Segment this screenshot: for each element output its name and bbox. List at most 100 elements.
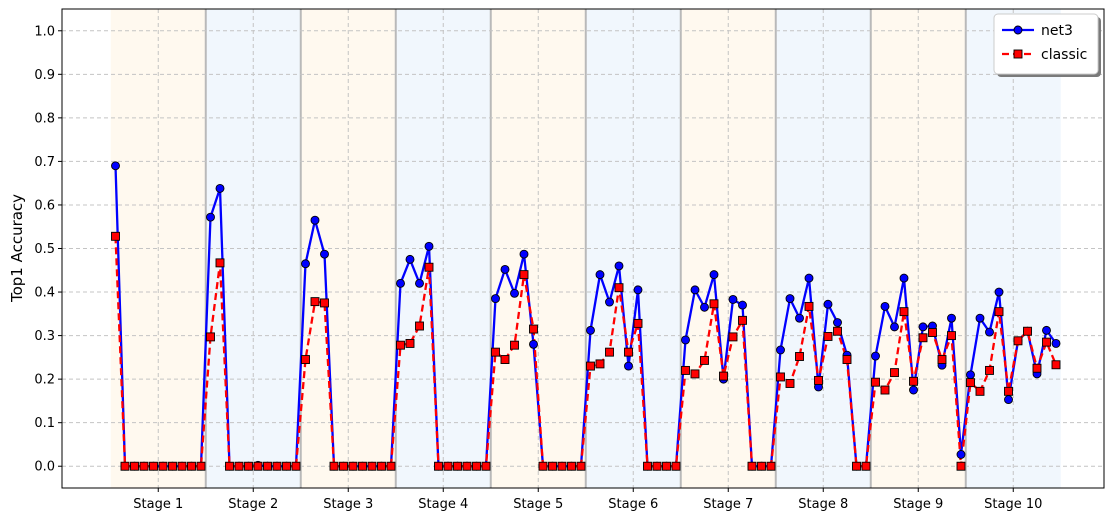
series-line-net3 bbox=[114, 165, 1057, 468]
point-net3 bbox=[1051, 338, 1061, 348]
x-tick-label: Stage 5 bbox=[513, 497, 563, 512]
point-net3 bbox=[833, 318, 842, 327]
y-tick-label: 0.6 bbox=[34, 198, 55, 213]
point-classic bbox=[1013, 336, 1023, 346]
point-net3 bbox=[624, 361, 633, 371]
point-classic bbox=[928, 328, 937, 337]
point-classic bbox=[975, 386, 985, 396]
point-net3 bbox=[776, 345, 785, 355]
y-axis-label: Top1 Accuracy bbox=[8, 194, 26, 303]
point-net3 bbox=[918, 322, 928, 332]
x-tick-label: Stage 10 bbox=[984, 497, 1042, 512]
point-classic bbox=[386, 461, 396, 471]
point-classic bbox=[852, 461, 861, 471]
point-classic bbox=[244, 461, 253, 471]
point-net3 bbox=[975, 313, 985, 323]
point-net3 bbox=[785, 294, 795, 304]
point-net3 bbox=[320, 249, 329, 259]
point-net3 bbox=[804, 273, 814, 283]
point-net3 bbox=[690, 285, 700, 295]
point-classic bbox=[215, 258, 225, 268]
y-tick-label: 0.3 bbox=[34, 329, 55, 344]
point-classic bbox=[785, 379, 795, 388]
point-net3 bbox=[728, 294, 738, 304]
point-classic bbox=[548, 461, 557, 471]
point-net3 bbox=[795, 313, 804, 323]
y-tick-label: 0.7 bbox=[34, 155, 55, 170]
y-tick-label: 1.0 bbox=[34, 24, 55, 39]
point-classic bbox=[443, 461, 453, 471]
point-classic bbox=[415, 321, 424, 331]
point-classic bbox=[196, 461, 206, 471]
point-classic bbox=[890, 368, 899, 378]
x-tick-label: Stage 9 bbox=[893, 497, 943, 512]
point-classic bbox=[681, 365, 690, 375]
point-net3 bbox=[595, 270, 605, 280]
point-classic bbox=[405, 338, 415, 348]
point-classic bbox=[462, 461, 472, 471]
y-tick-label: 0.0 bbox=[34, 460, 55, 475]
point-net3 bbox=[301, 259, 310, 269]
point-classic bbox=[310, 297, 320, 307]
x-tick-label: Stage 7 bbox=[703, 497, 753, 512]
point-classic bbox=[130, 461, 139, 471]
point-classic bbox=[804, 301, 814, 311]
point-classic bbox=[120, 461, 130, 471]
legend: net3 classic bbox=[993, 13, 1101, 77]
point-net3 bbox=[947, 313, 956, 323]
point-classic bbox=[472, 461, 481, 471]
point-classic bbox=[111, 231, 120, 241]
point-classic bbox=[301, 355, 310, 364]
point-classic bbox=[671, 461, 681, 471]
series-layer bbox=[111, 161, 1061, 471]
x-tick-label: Stage 3 bbox=[323, 497, 373, 512]
point-classic bbox=[909, 376, 918, 386]
point-classic bbox=[947, 331, 956, 341]
point-net3 bbox=[880, 301, 890, 311]
point-classic bbox=[966, 378, 975, 388]
point-net3 bbox=[500, 264, 510, 274]
x-tick-label: Stage 2 bbox=[228, 497, 278, 512]
point-net3 bbox=[605, 297, 614, 307]
point-classic bbox=[956, 461, 966, 471]
point-net3 bbox=[909, 385, 918, 395]
point-classic bbox=[595, 359, 605, 369]
point-classic bbox=[291, 461, 301, 471]
point-classic bbox=[1023, 326, 1032, 336]
point-classic bbox=[700, 355, 709, 365]
point-classic bbox=[861, 461, 871, 471]
point-classic bbox=[320, 298, 329, 308]
point-net3 bbox=[491, 294, 500, 304]
point-classic bbox=[624, 347, 633, 357]
point-classic bbox=[1004, 386, 1013, 396]
point-net3 bbox=[1004, 395, 1013, 405]
point-classic bbox=[833, 326, 842, 336]
legend-label: net3 bbox=[1041, 23, 1073, 39]
point-net3 bbox=[956, 450, 966, 459]
point-classic bbox=[899, 307, 909, 317]
point-classic bbox=[177, 461, 187, 471]
point-net3 bbox=[405, 254, 415, 264]
point-classic bbox=[225, 461, 234, 471]
y-axis: 0.0 0.1 0.2 0.3 0.4 0.5 0.6 0.7 0.8 0.9 1.0 bbox=[34, 24, 62, 475]
point-classic bbox=[158, 461, 168, 471]
legend-label: classic bbox=[1041, 47, 1087, 63]
point-classic bbox=[567, 461, 576, 471]
point-classic bbox=[880, 385, 890, 395]
point-classic bbox=[633, 318, 643, 328]
point-classic bbox=[424, 262, 434, 272]
point-net3 bbox=[738, 300, 747, 310]
point-classic bbox=[719, 371, 728, 381]
point-net3 bbox=[890, 322, 899, 332]
x-tick-label: Stage 8 bbox=[798, 497, 848, 512]
point-classic bbox=[263, 461, 272, 471]
point-classic bbox=[510, 340, 519, 350]
point-net3 bbox=[871, 351, 880, 361]
series-line-classic bbox=[114, 236, 1058, 468]
point-classic bbox=[358, 461, 367, 471]
point-net3 bbox=[529, 339, 538, 349]
point-classic bbox=[871, 377, 880, 387]
point-classic bbox=[187, 461, 196, 471]
point-classic bbox=[795, 352, 804, 361]
point-classic bbox=[481, 461, 491, 471]
